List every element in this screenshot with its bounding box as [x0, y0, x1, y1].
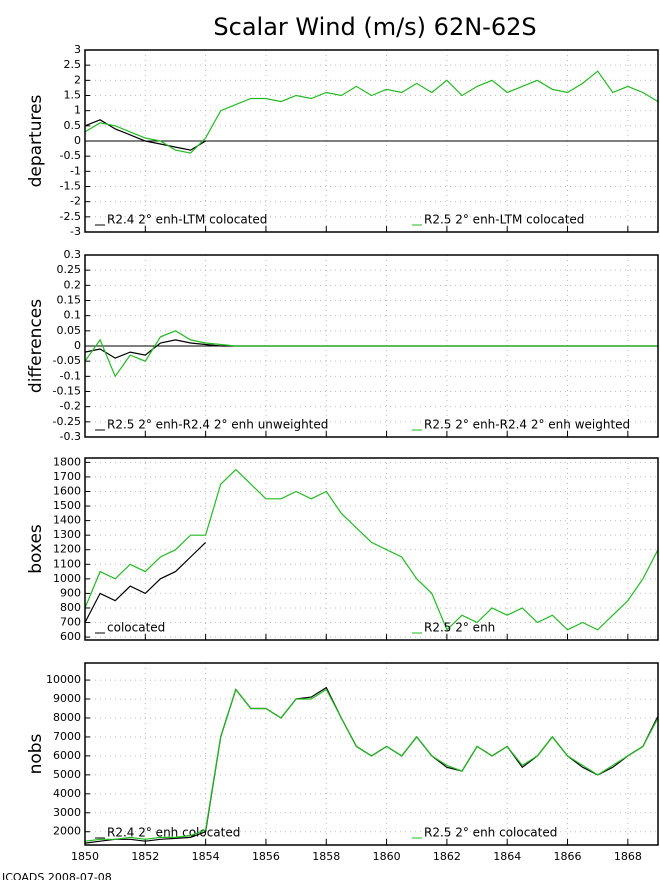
y-axis-label: differences — [26, 299, 46, 393]
y-tick-label: 5000 — [53, 768, 81, 781]
y-tick-label: 0.15 — [57, 294, 82, 307]
y-tick-label: 0.25 — [57, 263, 82, 276]
y-tick-label: -0.5 — [60, 149, 81, 162]
y-tick-label: 800 — [60, 601, 81, 614]
chart-title: Scalar Wind (m/s) 62N-62S — [213, 13, 536, 41]
plot-frame — [84, 457, 659, 641]
y-tick-label: 3 — [74, 43, 81, 56]
footer: ICOADS 2008-07-08 — [2, 871, 112, 880]
y-tick-label: 4000 — [53, 787, 81, 800]
x-tick-label: 1856 — [252, 850, 280, 863]
y-tick-label: -1.5 — [60, 180, 81, 193]
y-tick-label: 8000 — [53, 711, 81, 724]
series-line — [84, 686, 659, 844]
y-tick-label: 0.1 — [64, 309, 82, 322]
legend-label: R2.5 2° enh — [424, 621, 495, 635]
y-tick-label: -0.15 — [53, 385, 81, 398]
y-tick-label: -0.3 — [60, 430, 81, 443]
y-tick-label: 1500 — [53, 499, 81, 512]
y-tick-label: 2 — [74, 73, 81, 86]
legend-label: R2.5 2° enh-R2.4 2° enh weighted — [424, 418, 630, 432]
legend-label: R2.5 2° enh-LTM colocated — [424, 213, 584, 227]
y-tick-label: 600 — [60, 630, 81, 643]
y-tick-label: 6000 — [53, 749, 81, 762]
y-tick-label: 7000 — [53, 730, 81, 743]
y-tick-label: -2 — [70, 195, 81, 208]
y-tick-label: 1700 — [53, 470, 81, 483]
y-tick-label: 1800 — [53, 455, 81, 468]
x-tick-label: 1858 — [312, 850, 340, 863]
x-tick-label: 1852 — [131, 850, 159, 863]
x-tick-label: 1866 — [554, 850, 582, 863]
y-tick-label: 900 — [60, 586, 81, 599]
plot-frame — [84, 662, 659, 846]
y-tick-label: -0.25 — [53, 415, 81, 428]
x-tick-label: 1860 — [373, 850, 401, 863]
series-line — [84, 541, 207, 623]
y-tick-label: 2000 — [53, 825, 81, 838]
y-tick-label: 0.2 — [64, 278, 82, 291]
y-tick-label: 10000 — [46, 673, 81, 686]
y-tick-label: 1 — [74, 104, 81, 117]
y-tick-label: -0.1 — [60, 369, 81, 382]
series-line — [84, 70, 659, 154]
y-tick-label: -0.05 — [53, 354, 81, 367]
y-tick-label: 700 — [60, 616, 81, 629]
y-axis-label: boxes — [26, 524, 46, 574]
series-line — [84, 468, 659, 631]
series-line — [84, 339, 658, 359]
y-axis-label: nobs — [26, 733, 46, 774]
y-tick-label: 1300 — [53, 528, 81, 541]
y-tick-label: -0.2 — [60, 400, 81, 413]
series-line — [84, 119, 206, 151]
y-tick-label: 0.5 — [64, 119, 82, 132]
y-tick-label: 1000 — [53, 572, 81, 585]
series-line — [84, 330, 658, 378]
legend-label: R2.4 2° enh-LTM colocated — [107, 213, 267, 227]
y-tick-label: 0 — [74, 134, 81, 147]
x-tick-label: 1868 — [614, 850, 642, 863]
legend-label: R2.5 2° enh-R2.4 2° enh unweighted — [107, 418, 328, 432]
y-tick-label: -2.5 — [60, 210, 81, 223]
y-axis-label: departures — [26, 94, 46, 187]
x-tick-label: 1862 — [433, 850, 461, 863]
y-tick-label: 1600 — [53, 484, 81, 497]
y-tick-label: 1200 — [53, 543, 81, 556]
y-tick-label: 1400 — [53, 514, 81, 527]
x-tick-label: 1854 — [192, 850, 220, 863]
y-tick-label: 1100 — [53, 557, 81, 570]
legend-label: R2.5 2° enh colocated — [424, 826, 557, 840]
legend-label: R2.4 2° enh colocated — [107, 826, 240, 840]
y-tick-label: 3000 — [53, 806, 81, 819]
y-tick-label: 0 — [74, 339, 81, 352]
y-tick-label: -3 — [70, 225, 81, 238]
y-tick-label: 0.05 — [57, 324, 82, 337]
x-tick-label: 1864 — [493, 850, 521, 863]
y-tick-label: 9000 — [53, 692, 81, 705]
legend-label: colocated — [107, 621, 165, 635]
series-line — [84, 688, 659, 842]
y-tick-label: 2.5 — [64, 58, 82, 71]
y-tick-label: -1 — [70, 164, 81, 177]
plot-frame — [84, 254, 659, 438]
x-tick-label: 1850 — [71, 850, 99, 863]
plot-frame — [84, 49, 659, 233]
y-tick-label: 1.5 — [64, 89, 82, 102]
y-tick-label: 0.3 — [64, 248, 82, 261]
